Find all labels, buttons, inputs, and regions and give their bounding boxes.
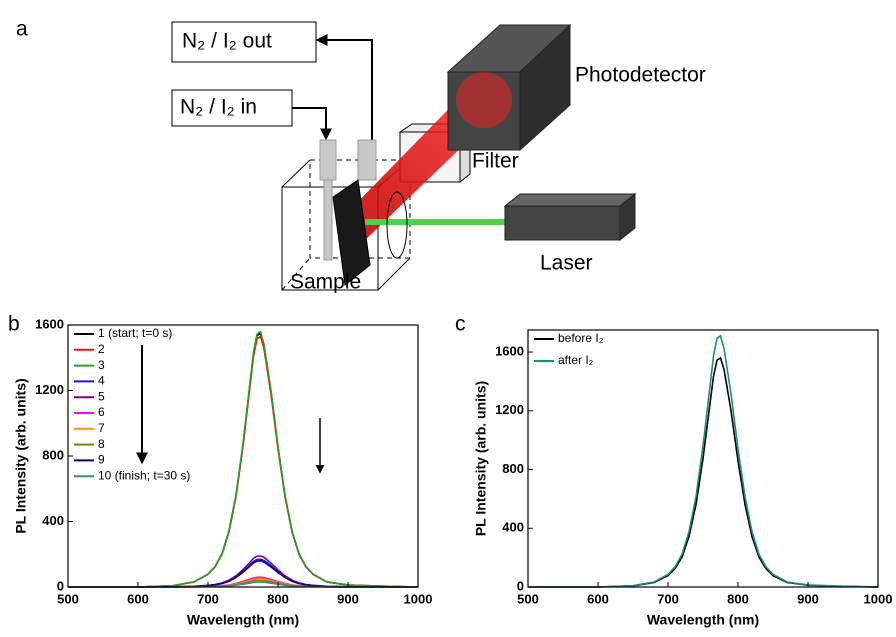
y-tick-label: 0 bbox=[517, 578, 524, 593]
plot-frame bbox=[527, 329, 879, 588]
series-line bbox=[528, 334, 879, 588]
panel-label: b bbox=[8, 313, 20, 336]
tube bbox=[323, 179, 333, 261]
filter-label: Filter bbox=[472, 150, 519, 173]
x-tick-label: 500 bbox=[517, 591, 539, 606]
y-tick-label: 1600 bbox=[495, 343, 524, 358]
inlet-label: N₂ / I₂ in bbox=[180, 96, 257, 119]
y-axis-label: PL Intensity (arb. units) bbox=[13, 378, 29, 533]
arrow bbox=[292, 107, 332, 141]
x-tick-label: 1000 bbox=[404, 591, 433, 606]
series-line bbox=[68, 331, 419, 588]
y-tick-label: 0 bbox=[57, 578, 64, 593]
legend-label: 4 bbox=[98, 374, 105, 388]
tube bbox=[357, 139, 377, 181]
legend-label: 7 bbox=[98, 421, 105, 435]
legend-label: after I₂ bbox=[558, 353, 594, 367]
legend-label: 10 (finish; t=30 s) bbox=[98, 468, 190, 482]
sample-slab bbox=[332, 179, 371, 286]
series-line bbox=[68, 330, 419, 588]
laser-top bbox=[503, 193, 637, 207]
x-tick-label: 500 bbox=[57, 591, 79, 606]
legend-label: before I₂ bbox=[558, 331, 604, 345]
cube-edge bbox=[281, 159, 311, 188]
panel-label: a bbox=[16, 18, 28, 41]
legend-label: 3 bbox=[98, 358, 105, 372]
panel-label: c bbox=[455, 313, 466, 336]
x-tick-label: 900 bbox=[337, 591, 359, 606]
series-line bbox=[528, 356, 879, 588]
outlet-label: N₂ / I₂ out bbox=[182, 30, 272, 53]
tube bbox=[319, 139, 337, 181]
legend-label: 9 bbox=[98, 453, 105, 467]
x-tick-label: 900 bbox=[797, 591, 819, 606]
x-axis-label: Wavelength (nm) bbox=[187, 612, 299, 628]
cube-edge bbox=[377, 257, 411, 291]
y-axis-label: PL Intensity (arb. units) bbox=[473, 381, 489, 536]
arrow bbox=[315, 34, 373, 140]
y-tick-label: 1600 bbox=[35, 316, 64, 331]
x-tick-label: 800 bbox=[727, 591, 749, 606]
plot-frame bbox=[67, 324, 419, 588]
y-tick-label: 1200 bbox=[495, 402, 524, 417]
legend-label: 1 (start; t=0 s) bbox=[98, 326, 172, 340]
legend-label: 2 bbox=[98, 342, 105, 356]
x-axis-label: Wavelength (nm) bbox=[647, 612, 759, 628]
detector-label: Photodetector bbox=[575, 64, 706, 87]
y-tick-label: 800 bbox=[502, 461, 524, 476]
cube-front bbox=[281, 186, 379, 291]
x-tick-label: 800 bbox=[267, 591, 289, 606]
legend-label: 5 bbox=[98, 389, 105, 403]
x-tick-label: 1000 bbox=[864, 591, 893, 606]
x-tick-label: 700 bbox=[657, 591, 679, 606]
x-tick-label: 600 bbox=[587, 591, 609, 606]
x-tick-label: 600 bbox=[127, 591, 149, 606]
lens bbox=[386, 191, 408, 259]
setup-diagram bbox=[171, 21, 637, 291]
series-line bbox=[68, 335, 419, 588]
sample-label: Sample bbox=[290, 271, 361, 294]
laser-front bbox=[504, 205, 621, 241]
y-tick-label: 1200 bbox=[35, 382, 64, 397]
cube-edge bbox=[281, 257, 311, 291]
legend-label: 8 bbox=[98, 437, 105, 451]
beam-spot bbox=[456, 72, 512, 128]
y-tick-label: 400 bbox=[502, 520, 524, 535]
y-tick-label: 800 bbox=[42, 447, 64, 462]
legend-label: 6 bbox=[98, 405, 105, 419]
laser-label: Laser bbox=[540, 252, 593, 275]
x-tick-label: 700 bbox=[197, 591, 219, 606]
y-tick-label: 400 bbox=[42, 513, 64, 528]
